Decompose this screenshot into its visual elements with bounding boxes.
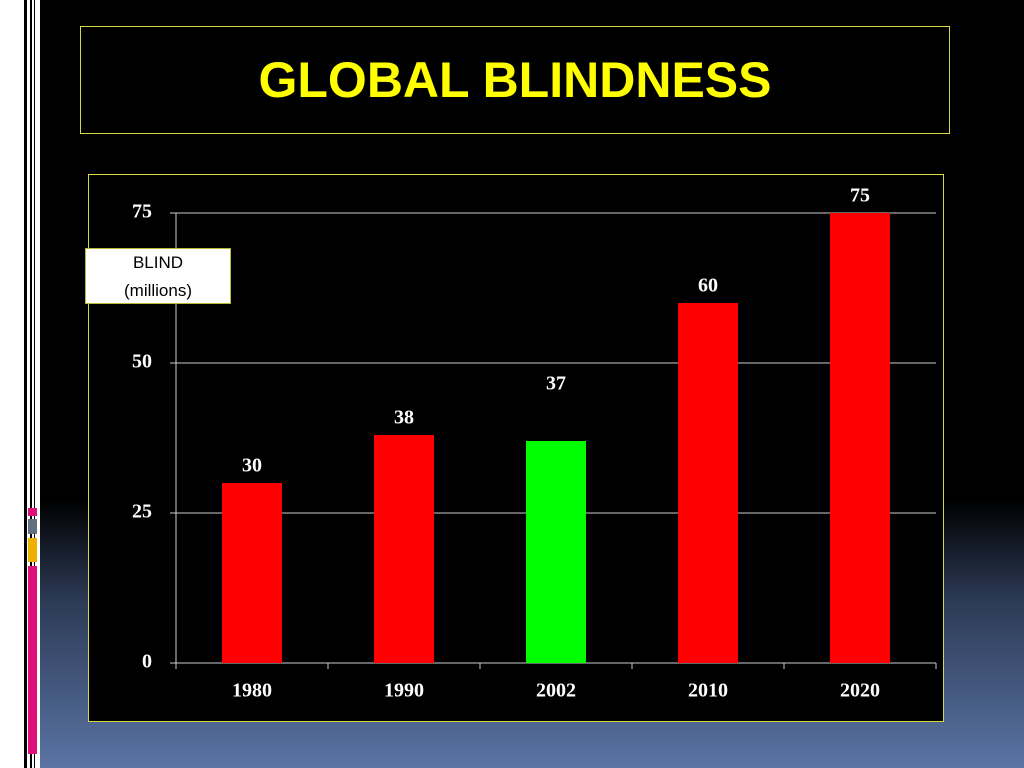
- bar: [222, 483, 282, 663]
- value-label: 60: [698, 275, 718, 297]
- x-tick-label: 2010: [688, 680, 728, 702]
- title-box: GLOBAL BLINDNESS: [80, 26, 950, 134]
- x-tick-label: 2002: [536, 680, 576, 702]
- bar: [830, 213, 890, 663]
- y-tick-label: 50: [132, 351, 152, 373]
- value-label: 30: [242, 455, 262, 477]
- value-label: 37: [546, 373, 566, 395]
- y-axis-label: BLIND (millions): [85, 248, 231, 304]
- x-tick-label: 2020: [840, 680, 880, 702]
- side-strip: [0, 0, 40, 768]
- x-tick-label: 1980: [232, 680, 272, 702]
- chart-title: GLOBAL BLINDNESS: [258, 52, 772, 108]
- value-label: 75: [850, 185, 870, 207]
- y-tick-label: 25: [132, 501, 152, 523]
- y-tick-label: 75: [132, 201, 152, 223]
- bar: [526, 441, 586, 663]
- bar: [374, 435, 434, 663]
- value-label: 38: [394, 407, 414, 429]
- x-tick-label: 1990: [384, 680, 424, 702]
- bar: [678, 303, 738, 663]
- y-tick-label: 0: [142, 651, 152, 673]
- side-decor: [24, 0, 37, 768]
